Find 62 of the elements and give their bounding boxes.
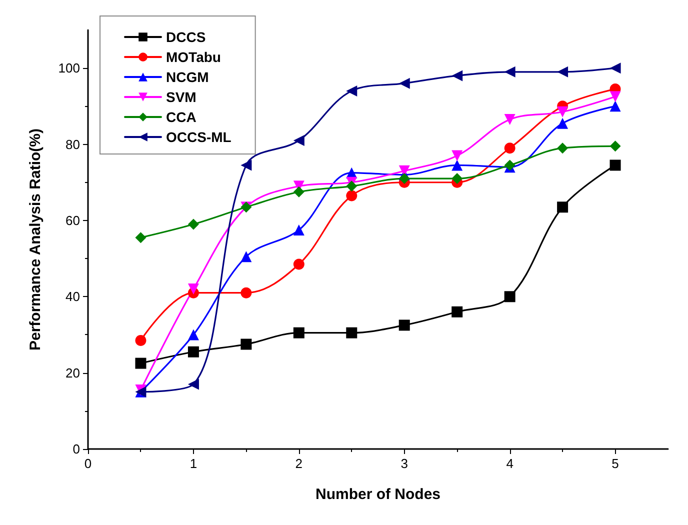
- point: [557, 118, 568, 129]
- point: [240, 338, 252, 350]
- legend-label: OCCS-ML: [166, 129, 232, 145]
- y-tick-label: 60: [66, 212, 80, 228]
- point: [398, 78, 410, 89]
- x-axis-title: Number of Nodes: [315, 486, 441, 503]
- point: [557, 202, 568, 213]
- point: [135, 358, 146, 369]
- point: [188, 329, 199, 340]
- point: [293, 134, 304, 146]
- legend-label: SVM: [166, 89, 196, 105]
- point: [135, 334, 146, 346]
- x-tick-label: 3: [400, 456, 408, 471]
- legend-label: DCCS: [166, 29, 206, 45]
- point: [610, 91, 621, 102]
- y-tick-label: 20: [66, 365, 80, 380]
- point: [240, 287, 252, 298]
- point: [504, 66, 516, 78]
- x-tick-label: 0: [84, 456, 92, 471]
- point: [293, 327, 304, 338]
- x-tick-label: 2: [295, 456, 303, 471]
- y-tick-label: 40: [66, 289, 80, 304]
- point: [452, 306, 463, 318]
- x-tick-label: 1: [190, 456, 198, 471]
- point: [504, 142, 516, 154]
- x-tick-label: 5: [612, 456, 619, 471]
- point: [346, 327, 358, 338]
- point: [610, 140, 621, 152]
- y-tick-label: 80: [66, 136, 80, 152]
- point: [135, 232, 146, 244]
- point: [240, 160, 252, 171]
- point: [188, 284, 199, 295]
- point: [398, 320, 410, 331]
- point: [188, 218, 199, 230]
- point: [240, 251, 252, 262]
- point: [188, 346, 199, 358]
- point: [346, 85, 358, 96]
- y-tick-label: 0: [72, 442, 80, 456]
- legend-label: NCGM: [166, 69, 209, 85]
- point: [346, 180, 358, 192]
- point: [557, 66, 568, 78]
- point: [610, 62, 621, 74]
- point: [557, 142, 568, 154]
- point: [610, 160, 621, 171]
- point: [293, 258, 304, 270]
- y-axis-title: Performance Analysis Ratio(%): [27, 128, 44, 351]
- point: [293, 224, 304, 236]
- y-tick-label: 100: [58, 60, 80, 76]
- point: [452, 150, 463, 162]
- legend-label: CCA: [166, 109, 196, 125]
- point: [557, 106, 568, 118]
- legend-label: MOTabu: [166, 49, 221, 65]
- point: [293, 186, 304, 198]
- point: [188, 378, 199, 390]
- x-tick-label: 4: [506, 456, 514, 471]
- point: [452, 160, 463, 171]
- point: [504, 114, 516, 126]
- point: [452, 173, 463, 184]
- point: [504, 291, 516, 302]
- point: [346, 190, 358, 202]
- point: [452, 70, 463, 82]
- point: [610, 100, 621, 112]
